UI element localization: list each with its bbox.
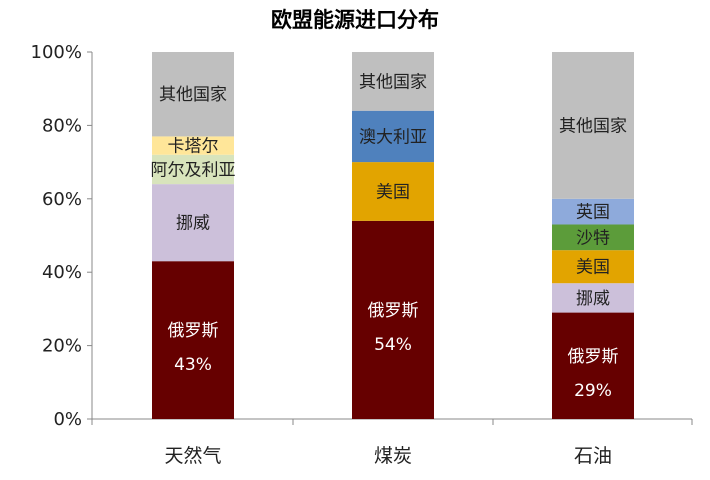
bar-segment [152,52,234,137]
x-category-label: 煤炭 [374,445,412,467]
bar-segment [552,250,634,284]
bar-segment [552,312,634,419]
bar-segment [152,184,234,262]
x-category-label: 天然气 [164,445,221,467]
data-label: 29% [574,381,612,401]
segment-label: 其他国家 [159,85,227,105]
y-tick-label: 0% [53,409,82,430]
bar-segment [352,110,434,163]
bar-segment [552,52,634,199]
segment-label: 澳大利亚 [359,127,427,147]
y-tick-label: 40% [42,262,82,283]
segment-label: 其他国家 [359,72,427,92]
segment-label: 挪威 [176,214,210,234]
segment-label: 阿尔及利亚 [151,160,236,180]
bar-segment [552,198,634,225]
bar-segment [152,136,234,155]
bar-segment [352,52,434,111]
segment-label: 挪威 [576,289,610,309]
x-category-label: 石油 [574,445,612,467]
segment-label: 卡塔尔 [168,137,219,157]
segment-label: 美国 [376,182,410,202]
segment-label: 俄罗斯 [368,301,419,321]
segment-label: 美国 [576,258,610,278]
bar-segment [552,224,634,251]
data-label: 54% [374,335,412,355]
data-label: 43% [174,355,212,375]
segment-label: 俄罗斯 [568,347,619,367]
segment-label: 其他国家 [559,116,627,136]
chart-title: 欧盟能源进口分布 [271,8,439,32]
bar-segment [352,162,434,221]
bar-segment [152,154,234,185]
bar-segment [352,220,434,419]
segment-label: 英国 [576,203,610,223]
bar-segment [152,261,234,419]
y-tick-label: 80% [42,115,82,136]
y-tick-label: 100% [31,42,82,63]
y-tick-label: 20% [42,336,82,357]
bar-segment [552,283,634,313]
segment-label: 沙特 [576,228,610,248]
y-tick-label: 60% [42,189,82,210]
segment-label: 俄罗斯 [168,321,219,341]
